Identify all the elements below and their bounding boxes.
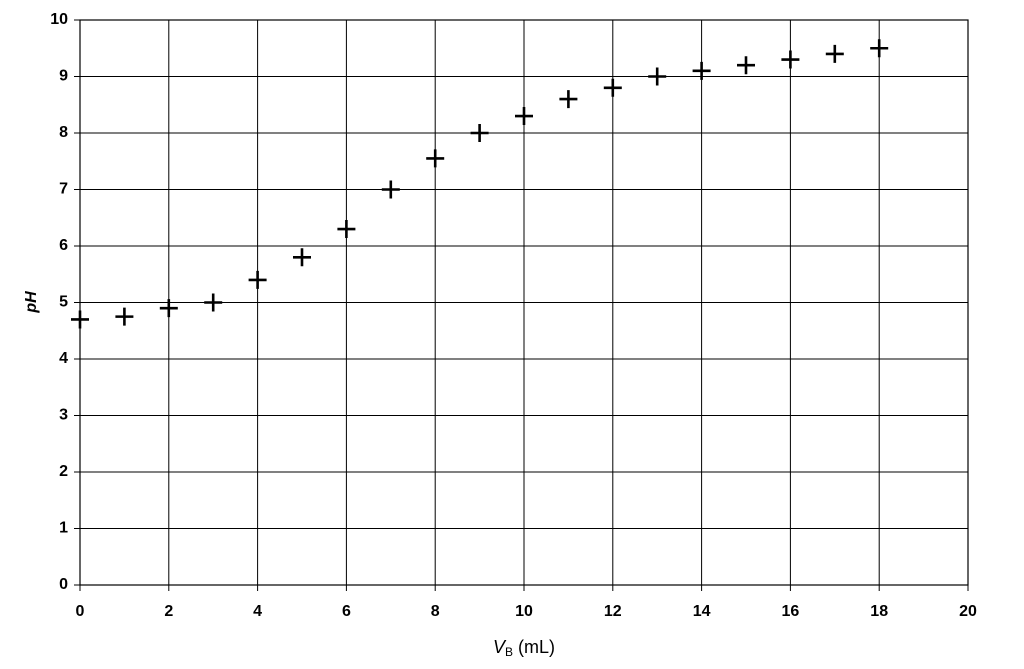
x-tick-label: 4 (253, 603, 262, 620)
point-marker (825, 44, 844, 63)
y-tick-label: 1 (59, 520, 68, 537)
point-marker (115, 307, 134, 326)
point-marker (781, 50, 800, 69)
x-tick-label: 14 (693, 603, 711, 620)
y-tick-label: 3 (59, 407, 68, 424)
x-tick-label: 6 (342, 603, 351, 620)
x-label-unit: (mL) (518, 637, 555, 657)
y-tick-label: 5 (59, 294, 68, 311)
y-tick-label: 4 (59, 350, 68, 367)
point-marker (337, 220, 356, 239)
point-marker (648, 67, 667, 86)
point-marker (426, 149, 445, 168)
x-tick-label: 12 (604, 603, 622, 620)
point-marker (204, 293, 223, 312)
point-marker (737, 56, 755, 75)
y-axis-label: pH (23, 291, 40, 314)
point-marker (515, 107, 533, 126)
x-label-symbol: V (493, 637, 507, 657)
y-tick-label: 10 (50, 11, 68, 28)
x-tick-label: 16 (782, 603, 800, 620)
x-tick-label: 8 (431, 603, 440, 620)
x-axis-label: VB (mL) (493, 637, 555, 659)
x-tick-label: 0 (76, 603, 85, 620)
point-marker (248, 270, 267, 289)
point-marker (603, 78, 622, 97)
y-tick-label: 0 (59, 576, 68, 593)
point-marker (870, 39, 889, 58)
y-tick-label: 2 (59, 463, 68, 480)
y-tick-label: 9 (59, 68, 68, 85)
y-tick-label: 6 (59, 237, 68, 254)
y-tick-label: 8 (59, 124, 68, 141)
point-marker (559, 90, 578, 109)
y-tick-label: 7 (59, 181, 68, 198)
point-marker (381, 180, 400, 199)
point-marker (71, 310, 89, 329)
x-tick-label: 10 (515, 603, 533, 620)
point-marker (692, 61, 711, 80)
x-tick-label: 2 (164, 603, 173, 620)
point-marker (293, 248, 311, 267)
x-tick-label: 20 (959, 603, 977, 620)
x-label-subscript: B (505, 645, 513, 659)
x-tick-label: 18 (870, 603, 888, 620)
point-marker (159, 299, 178, 318)
point-marker (470, 124, 489, 142)
